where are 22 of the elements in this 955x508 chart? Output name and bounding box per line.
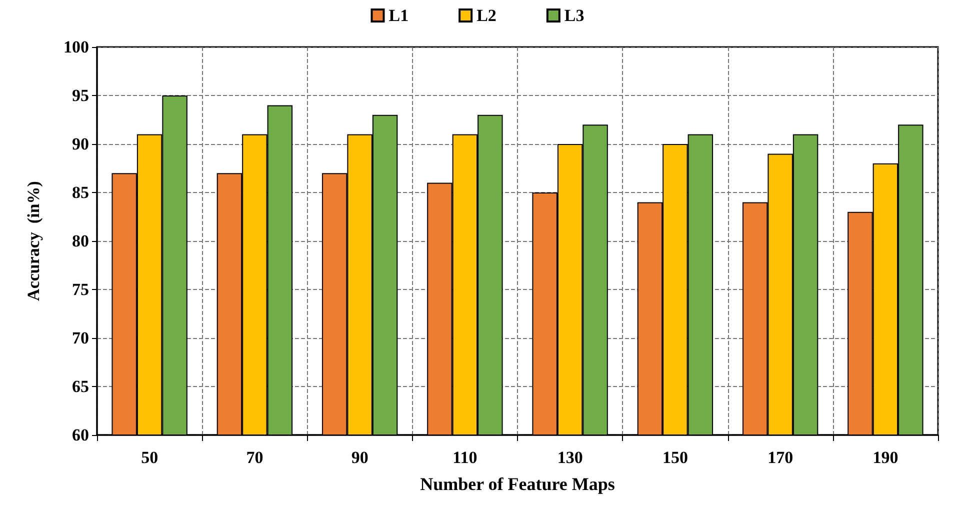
y-tick-label: 80 (72, 232, 89, 250)
x-tick-label: 130 (557, 448, 583, 467)
y-tick-label: 75 (72, 280, 89, 299)
x-tick-label: 190 (872, 448, 898, 467)
x-tick-label: 90 (351, 448, 368, 467)
y-tick-label: 60 (72, 426, 89, 444)
y-tick-label: 100 (64, 38, 89, 56)
x-tick-label: 50 (141, 448, 158, 467)
y-tick-label: 65 (72, 377, 89, 396)
y-axis-title: Accuracy (in%) (24, 181, 43, 301)
x-tick-label: 150 (662, 448, 688, 467)
legend-label: L3 (564, 6, 584, 25)
y-tick-label: 70 (72, 328, 89, 348)
x-axis-title: Number of Feature Maps (420, 474, 615, 494)
y-tick-label: 90 (72, 134, 89, 154)
x-tick-label: 110 (452, 448, 478, 467)
x-tick-label: 70 (246, 448, 264, 467)
x-tick-label: 170 (768, 448, 794, 467)
legend-label: L1 (388, 6, 409, 25)
y-tick-label: 85 (72, 183, 89, 202)
legend-label: L2 (476, 6, 496, 25)
y-tick-label: 95 (72, 86, 89, 105)
